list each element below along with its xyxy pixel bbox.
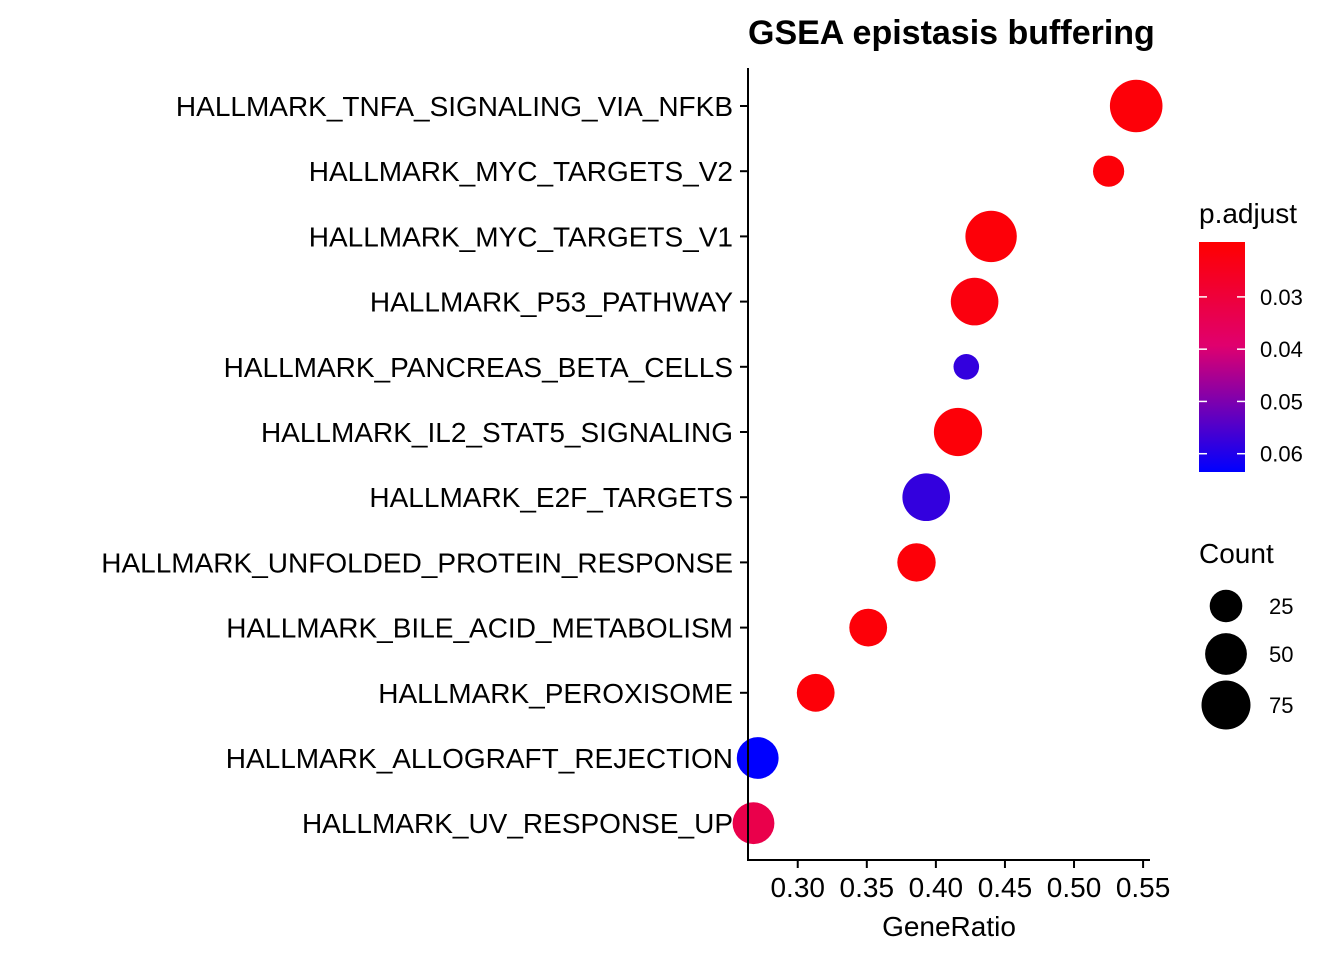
data-point [796,673,835,712]
x-tick-label: 0.30 [770,872,825,903]
x-axis-ticks: 0.30 0.35 0.40 0.45 0.50 0.55 [770,860,1170,903]
y-tick-label: HALLMARK_P53_PATHWAY [370,287,733,318]
color-legend: p.adjust 0.03 0.04 0.05 0.06 [1199,198,1303,472]
color-legend-ticks: 0.03 0.04 0.05 0.06 [1199,285,1303,467]
data-point [736,737,779,779]
data-point [1109,79,1163,133]
size-legend-label: 25 [1269,594,1293,619]
y-tick-label: HALLMARK_IL2_STAT5_SIGNALING [261,417,733,448]
data-point [902,473,950,521]
y-axis-ticks [740,105,748,825]
y-tick-label: HALLMARK_MYC_TARGETS_V1 [309,221,733,252]
size-legend: Count 25 50 75 [1199,538,1293,730]
x-tick-label: 0.45 [978,872,1033,903]
size-legend-items: 25 50 75 [1201,589,1293,730]
data-point [933,407,983,457]
x-tick-label: 0.35 [840,872,895,903]
x-tick-label: 0.40 [909,872,964,903]
y-tick-label: HALLMARK_PANCREAS_BETA_CELLS [224,352,733,383]
y-tick-label: HALLMARK_UV_RESPONSE_UP [302,808,733,839]
y-tick-label: HALLMARK_UNFOLDED_PROTEIN_RESPONSE [101,547,733,578]
x-tick-label: 0.55 [1116,872,1171,903]
y-tick-label: HALLMARK_BILE_ACID_METABOLISM [226,613,733,644]
y-axis-labels: HALLMARK_TNFA_SIGNALING_VIA_NFKB HALLMARK… [101,91,733,839]
data-point [1093,155,1125,187]
data-points [732,79,1163,845]
color-legend-label: 0.06 [1260,442,1303,467]
data-point [897,543,936,582]
chart-title: GSEA epistasis buffering [748,14,1155,52]
size-legend-title: Count [1199,538,1274,569]
data-point [965,210,1017,263]
y-tick-label: HALLMARK_E2F_TARGETS [369,482,733,513]
size-legend-dot [1205,633,1247,675]
data-point [953,354,980,380]
x-tick-label: 0.50 [1047,872,1102,903]
y-tick-label: HALLMARK_PEROXISOME [378,678,733,709]
data-point [950,277,999,326]
color-legend-title: p.adjust [1199,198,1297,229]
x-axis-label: GeneRatio [882,911,1016,942]
size-legend-label: 50 [1269,642,1293,667]
y-tick-label: HALLMARK_TNFA_SIGNALING_VIA_NFKB [176,91,733,122]
color-legend-bar [1199,242,1245,472]
size-legend-dot [1201,680,1251,730]
color-legend-label: 0.03 [1260,285,1303,310]
y-tick-label: HALLMARK_ALLOGRAFT_REJECTION [226,743,733,774]
size-legend-dot [1209,589,1243,623]
data-point [849,608,888,647]
y-tick-label: HALLMARK_MYC_TARGETS_V2 [309,156,733,187]
size-legend-label: 75 [1269,693,1293,718]
color-legend-label: 0.05 [1260,389,1303,414]
data-point [732,802,775,845]
color-legend-label: 0.04 [1260,337,1303,362]
